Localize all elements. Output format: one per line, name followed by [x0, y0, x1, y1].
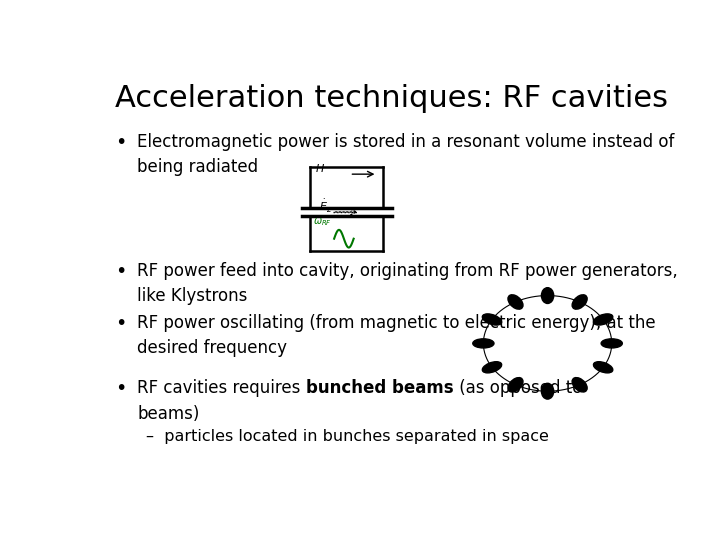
Text: RF power oscillating (from magnetic to electric energy), at the
desired frequenc: RF power oscillating (from magnetic to e…	[138, 314, 656, 356]
Ellipse shape	[593, 314, 613, 325]
Ellipse shape	[508, 377, 523, 392]
Text: beams): beams)	[138, 405, 200, 423]
Text: –  particles located in bunches separated in space: – particles located in bunches separated…	[145, 429, 549, 444]
Text: RF cavities requires: RF cavities requires	[138, 379, 306, 397]
Ellipse shape	[508, 295, 523, 309]
Text: RF power feed into cavity, originating from RF power generators,
like Klystrons: RF power feed into cavity, originating f…	[138, 262, 678, 305]
Text: •: •	[115, 379, 127, 398]
Text: $\dot{E}_z$: $\dot{E}_z$	[319, 198, 332, 214]
Text: bunched beams: bunched beams	[306, 379, 454, 397]
Ellipse shape	[482, 362, 502, 373]
Ellipse shape	[482, 314, 502, 325]
Ellipse shape	[593, 362, 613, 373]
Ellipse shape	[572, 295, 587, 309]
Text: $H$: $H$	[315, 163, 325, 174]
Text: Electromagnetic power is stored in a resonant volume instead of
being radiated: Electromagnetic power is stored in a res…	[138, 133, 675, 176]
Text: •: •	[115, 314, 127, 333]
Ellipse shape	[601, 339, 622, 348]
Text: •: •	[115, 262, 127, 281]
Ellipse shape	[572, 377, 587, 392]
Text: Acceleration techniques: RF cavities: Acceleration techniques: RF cavities	[115, 84, 668, 112]
Text: $\omega_{RF}$: $\omega_{RF}$	[313, 217, 332, 228]
Text: (as opposed to: (as opposed to	[454, 379, 582, 397]
Text: •: •	[115, 133, 127, 152]
Ellipse shape	[541, 288, 554, 303]
Ellipse shape	[541, 383, 554, 399]
Ellipse shape	[473, 339, 494, 348]
